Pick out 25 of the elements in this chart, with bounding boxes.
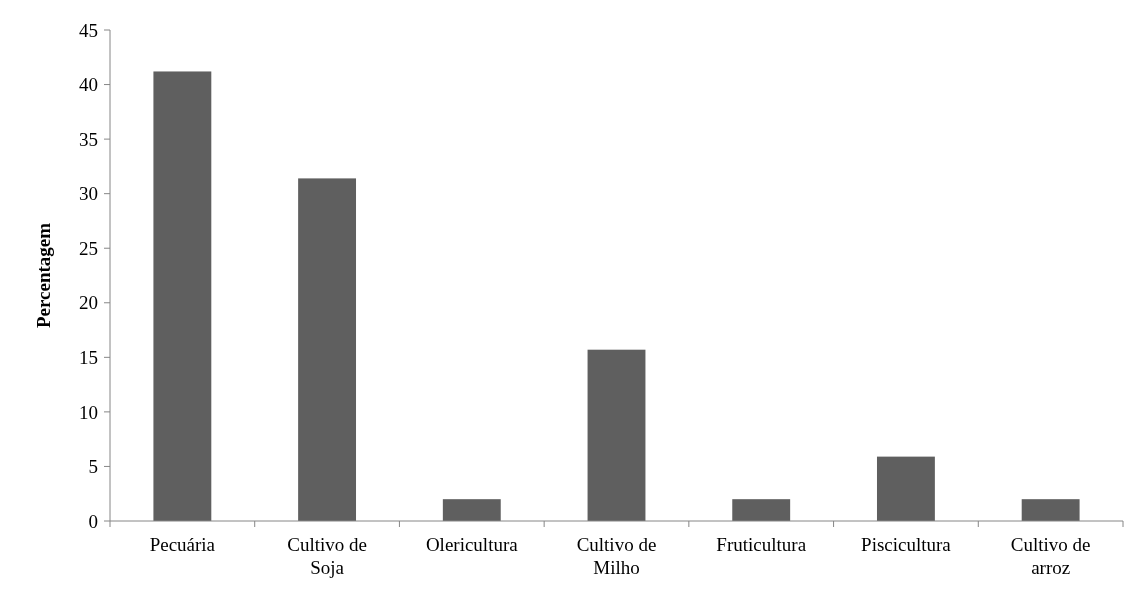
- x-tick-label: Cultivo de Milho: [576, 534, 657, 578]
- y-tick-label: 15: [79, 346, 98, 368]
- bar: [876, 456, 935, 521]
- y-tick-label: 20: [79, 292, 98, 314]
- y-tick-label: 5: [88, 456, 98, 478]
- x-tick-label: Piscicultura: [861, 534, 952, 555]
- y-tick-label: 10: [79, 401, 98, 423]
- y-tick-label: 45: [79, 19, 98, 41]
- y-tick-label: 40: [79, 74, 98, 96]
- y-axis-title: Percentagem: [33, 222, 54, 329]
- x-tick-label: Cultivo de arroz: [1010, 534, 1091, 578]
- bar: [298, 178, 357, 521]
- y-tick-label: 30: [79, 183, 98, 205]
- x-tick-label: Fruticultura: [716, 534, 807, 555]
- bar: [732, 499, 791, 521]
- x-tick-label: Cultivo de Soja: [287, 534, 367, 578]
- bar: [442, 499, 501, 521]
- y-tick-label: 0: [88, 510, 98, 532]
- y-tick-label: 25: [79, 237, 98, 259]
- x-tick-label: Pecuária: [149, 534, 216, 555]
- bar: [1021, 499, 1080, 521]
- bar: [153, 71, 212, 521]
- x-tick-label: Olericultura: [425, 534, 519, 555]
- y-tick-label: 35: [79, 128, 98, 150]
- bar: [587, 349, 646, 521]
